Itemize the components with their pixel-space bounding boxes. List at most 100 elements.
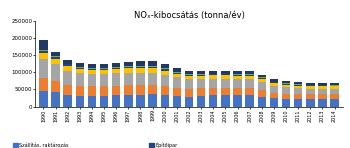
Bar xyxy=(136,73,145,85)
Bar xyxy=(124,73,133,85)
Bar xyxy=(88,68,96,69)
Bar xyxy=(233,71,242,74)
Bar xyxy=(233,74,242,75)
Bar xyxy=(136,67,145,68)
Bar xyxy=(270,79,278,82)
Bar xyxy=(51,52,60,56)
Bar xyxy=(306,83,315,85)
Bar xyxy=(88,86,96,96)
Bar xyxy=(63,65,72,66)
Bar xyxy=(76,67,84,68)
Bar xyxy=(76,63,84,67)
Bar xyxy=(318,94,327,99)
Bar xyxy=(270,86,278,93)
Bar xyxy=(161,68,169,69)
Bar xyxy=(51,81,60,92)
Bar xyxy=(100,68,108,69)
Bar xyxy=(233,88,242,95)
Bar xyxy=(318,85,327,86)
Bar xyxy=(112,63,120,67)
Bar xyxy=(306,85,315,86)
Bar xyxy=(245,95,254,107)
Bar xyxy=(233,75,242,76)
Bar xyxy=(148,67,157,68)
Bar xyxy=(63,70,72,85)
Bar xyxy=(306,89,315,94)
Bar xyxy=(63,66,72,70)
Legend: Szállítás, raktározás, Feldolgozóipar, Villamosenergia-, gáz-, gőzellátás, légko: Szállítás, raktározás, Feldolgozóipar, V… xyxy=(13,142,233,148)
Bar xyxy=(136,95,145,107)
Bar xyxy=(39,40,48,50)
Bar xyxy=(124,68,133,73)
Bar xyxy=(76,73,84,86)
Bar xyxy=(88,69,96,70)
Bar xyxy=(294,88,302,94)
Bar xyxy=(197,76,205,79)
Bar xyxy=(88,70,96,74)
Bar xyxy=(39,59,48,78)
Bar xyxy=(51,59,60,64)
Bar xyxy=(136,61,145,66)
Bar xyxy=(76,69,84,73)
Bar xyxy=(294,99,302,107)
Bar xyxy=(63,85,72,95)
Bar xyxy=(245,88,254,95)
Bar xyxy=(51,64,60,81)
Bar xyxy=(197,71,205,74)
Bar xyxy=(39,78,48,91)
Bar xyxy=(124,66,133,67)
Bar xyxy=(112,68,120,69)
Bar xyxy=(270,82,278,83)
Bar xyxy=(258,82,266,90)
Bar xyxy=(185,79,193,89)
Bar xyxy=(76,68,84,69)
Bar xyxy=(209,75,217,79)
Bar xyxy=(282,87,290,94)
Bar xyxy=(161,70,169,75)
Bar xyxy=(51,56,60,57)
Bar xyxy=(245,76,254,79)
Bar xyxy=(245,71,254,74)
Bar xyxy=(306,86,315,89)
Bar xyxy=(112,73,120,86)
Bar xyxy=(282,85,290,87)
Bar xyxy=(112,86,120,95)
Bar xyxy=(112,69,120,73)
Bar xyxy=(161,75,169,86)
Bar xyxy=(51,92,60,107)
Bar xyxy=(270,83,278,86)
Bar xyxy=(318,86,327,89)
Bar xyxy=(197,79,205,88)
Bar xyxy=(136,85,145,95)
Bar xyxy=(209,74,217,75)
Bar xyxy=(100,69,108,70)
Bar xyxy=(124,85,133,95)
Bar xyxy=(148,94,157,107)
Bar xyxy=(221,71,230,74)
Bar xyxy=(233,76,242,79)
Bar xyxy=(245,74,254,75)
Bar xyxy=(270,98,278,107)
Bar xyxy=(185,74,193,75)
Bar xyxy=(173,88,181,96)
Bar xyxy=(306,99,315,107)
Bar xyxy=(76,96,84,107)
Bar xyxy=(294,85,302,86)
Bar xyxy=(100,96,108,107)
Bar xyxy=(258,77,266,78)
Bar xyxy=(136,68,145,73)
Bar xyxy=(318,99,327,107)
Bar xyxy=(209,88,217,95)
Bar xyxy=(124,95,133,107)
Bar xyxy=(148,73,157,85)
Bar xyxy=(221,75,230,79)
Bar xyxy=(112,67,120,68)
Bar xyxy=(245,79,254,88)
Bar xyxy=(197,75,205,76)
Bar xyxy=(294,86,302,88)
Bar xyxy=(233,79,242,88)
Bar xyxy=(294,82,302,84)
Bar xyxy=(185,76,193,79)
Bar xyxy=(51,57,60,59)
Bar xyxy=(197,88,205,96)
